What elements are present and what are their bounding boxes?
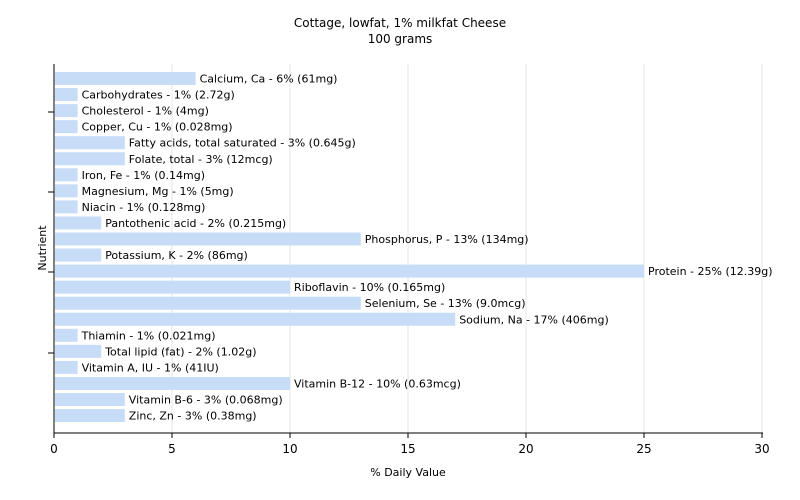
chart-title-block: Cottage, lowfat, 1% milkfat Cheese 100 g… — [0, 15, 800, 47]
x-tick-label: 0 — [50, 442, 58, 456]
bar-label: Vitamin B-12 - 10% (0.63mcg) — [294, 377, 461, 390]
bar — [55, 409, 125, 423]
x-tick-label: 25 — [636, 442, 651, 456]
x-tick-label: 15 — [400, 442, 415, 456]
bar — [55, 328, 78, 342]
bar-label: Calcium, Ca - 6% (61mg) — [200, 73, 338, 86]
chart-subtitle: 100 grams — [367, 32, 433, 46]
bar — [55, 296, 361, 310]
x-tick-label: 10 — [282, 442, 297, 456]
x-axis-title: % Daily Value — [370, 466, 446, 479]
bar-label: Thiamin - 1% (0.021mg) — [81, 329, 216, 342]
bar-label: Sodium, Na - 17% (406mg) — [459, 313, 609, 326]
bar-label: Iron, Fe - 1% (0.14mg) — [82, 169, 205, 182]
bar-label: Niacin - 1% (0.128mg) — [82, 201, 206, 214]
axes: 0 5 10 15 20 25 30 — [48, 64, 770, 456]
bar — [55, 232, 361, 246]
bar — [55, 344, 102, 358]
bar-label: Cholesterol - 1% (4mg) — [82, 105, 209, 118]
bar — [55, 200, 78, 214]
bar-label: Pantothenic acid - 2% (0.215mg) — [105, 217, 286, 230]
bar-label: Vitamin B-6 - 3% (0.068mg) — [129, 394, 283, 407]
bar — [55, 104, 78, 118]
bar-label: Folate, total - 3% (12mcg) — [129, 153, 273, 166]
bar-label: Copper, Cu - 1% (0.028mg) — [82, 121, 233, 134]
bar-label: Phosphorus, P - 13% (134mg) — [365, 233, 529, 246]
bar — [55, 216, 102, 230]
bar-label: Protein - 25% (12.39g) — [648, 265, 773, 278]
x-tick-label: 20 — [518, 442, 533, 456]
bar-label: Magnesium, Mg - 1% (5mg) — [82, 185, 234, 198]
bar — [55, 152, 125, 166]
y-axis-title: Nutrient — [36, 225, 49, 271]
bar-label: Potassium, K - 2% (86mg) — [105, 249, 248, 262]
bar — [55, 120, 78, 134]
bars: Calcium, Ca - 6% (61mg) Carbohydrates - 1… — [55, 72, 773, 423]
bar-label: Fatty acids, total saturated - 3% (0.645… — [129, 137, 356, 150]
bar — [55, 88, 78, 102]
bar — [55, 280, 290, 294]
grid-lines — [171, 64, 763, 433]
bar — [55, 72, 196, 85]
bar-label: Selenium, Se - 13% (9.0mcg) — [365, 297, 526, 310]
bar — [55, 264, 644, 278]
bar — [55, 248, 102, 262]
bar — [55, 184, 78, 198]
bar-label: Zinc, Zn - 3% (0.38mg) — [129, 410, 257, 423]
bar-label: Total lipid (fat) - 2% (1.02g) — [104, 345, 256, 358]
bar-label: Carbohydrates - 1% (2.72g) — [82, 89, 235, 102]
bar-label: Riboflavin - 10% (0.165mg) — [294, 281, 445, 294]
bar — [55, 168, 78, 182]
bar — [55, 312, 456, 326]
x-tick-label: 5 — [168, 442, 176, 456]
bar — [55, 360, 78, 374]
bar — [55, 393, 125, 406]
x-tick-label: 30 — [754, 442, 769, 456]
bar — [55, 136, 125, 150]
bar-label: Vitamin A, IU - 1% (41IU) — [82, 361, 219, 374]
chart-title: Cottage, lowfat, 1% milkfat Cheese — [293, 16, 507, 30]
bar — [55, 376, 290, 390]
